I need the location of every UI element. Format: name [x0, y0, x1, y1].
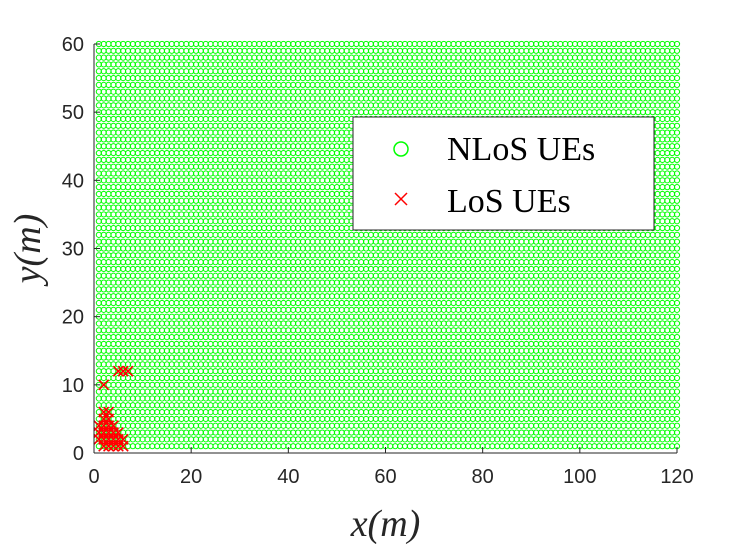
scatter-figure: 0 20 40 60 80 100 1200102030405060x(m)y(m) NLo…: [7, 34, 694, 545]
